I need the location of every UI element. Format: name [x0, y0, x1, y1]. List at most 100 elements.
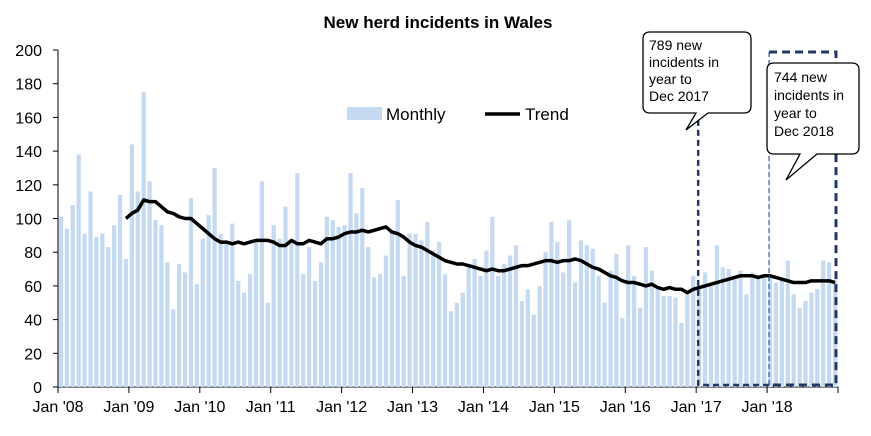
x-tick-label: Jan '11 — [246, 399, 296, 416]
monthly-bar — [123, 258, 129, 387]
monthly-bar — [265, 302, 270, 387]
monthly-bar — [620, 317, 625, 387]
monthly-bar — [437, 242, 442, 387]
monthly-bar — [112, 225, 117, 387]
monthly-bar — [377, 274, 383, 387]
highlight-boxes — [696, 50, 838, 387]
monthly-bar — [153, 220, 158, 387]
monthly-bar — [182, 272, 188, 387]
monthly-bar — [815, 289, 820, 387]
monthly-bar — [200, 238, 205, 387]
callout-2017-line: 789 new — [649, 37, 703, 53]
monthly-bar — [643, 247, 649, 387]
highlight-box-2017 — [696, 117, 770, 387]
monthly-bar — [147, 181, 152, 387]
monthly-bar — [413, 233, 418, 387]
monthly-bar — [785, 260, 790, 387]
monthly-bar — [64, 228, 69, 387]
monthly-bar — [767, 274, 773, 387]
monthly-bar — [206, 215, 211, 387]
monthly-bar — [82, 233, 87, 387]
monthly-bar — [117, 194, 123, 387]
monthly-bar — [484, 250, 489, 387]
monthly-bar — [626, 245, 631, 387]
x-tick-label: Jan '17 — [671, 399, 722, 416]
callout-2018-line: Dec 2018 — [774, 123, 834, 139]
monthly-bar — [360, 188, 365, 387]
monthly-bar — [460, 292, 465, 387]
callout-2017-line: year to — [649, 71, 692, 87]
monthly-bar — [584, 245, 589, 387]
x-tick-label: Jan '16 — [600, 399, 651, 416]
monthly-bar — [106, 247, 111, 387]
monthly-bar — [531, 314, 536, 387]
monthly-bar — [679, 322, 684, 387]
legend-trend-label: Trend — [525, 105, 569, 124]
monthly-bar — [496, 275, 501, 387]
y-tick-label: 200 — [15, 43, 42, 60]
monthly-bar — [383, 255, 389, 387]
monthly-bar — [224, 242, 229, 387]
monthly-bar — [58, 216, 64, 387]
callout-2017-bubble — [642, 31, 752, 131]
monthly-bar — [177, 263, 182, 387]
monthly-bar — [454, 302, 459, 387]
callout-2017: 789 new incidents in year to Dec 2017 — [642, 31, 752, 131]
y-tick-label: 60 — [24, 279, 42, 296]
monthly-bar — [519, 301, 524, 387]
monthly-bar — [773, 282, 779, 387]
monthly-bar — [283, 206, 288, 387]
monthly-bar — [212, 167, 217, 387]
monthly-bar — [188, 198, 194, 387]
monthly-bar — [697, 287, 702, 387]
monthly-bar — [502, 263, 507, 387]
monthly-bar — [637, 307, 643, 387]
monthly-bar — [70, 205, 75, 387]
monthly-bar — [702, 272, 708, 387]
monthly-bar — [685, 292, 690, 387]
callout-2017-line: incidents in — [649, 54, 719, 70]
monthly-bar — [277, 238, 282, 387]
callout-2018-text: 744 new incidents in year to Dec 2018 — [774, 69, 848, 139]
monthly-bar — [744, 294, 749, 387]
callout-2018-line: year to — [774, 105, 817, 121]
monthly-bar — [307, 247, 312, 387]
legend: Monthly Trend — [347, 105, 569, 124]
y-tick-label: 40 — [24, 313, 42, 330]
monthly-bar — [555, 242, 560, 387]
x-tick-label: Jan '18 — [742, 399, 793, 416]
monthly-bar — [490, 216, 495, 387]
monthly-bar — [827, 262, 832, 387]
monthly-bar — [472, 258, 477, 387]
monthly-bar — [549, 221, 554, 387]
monthly-bar — [466, 263, 471, 387]
y-axis: 0 20 40 60 80 100 120 140 160 180 200 — [15, 43, 59, 397]
legend-monthly-label: Monthly — [386, 105, 446, 124]
monthly-bar — [561, 272, 566, 387]
monthly-bar — [366, 247, 371, 387]
monthly-bar — [289, 242, 294, 387]
monthly-bar — [318, 262, 324, 387]
monthly-bar — [726, 269, 731, 387]
monthly-bar — [372, 277, 377, 387]
y-tick-label: 180 — [15, 77, 42, 94]
x-tick-label: Jan '12 — [316, 399, 367, 416]
monthly-bar — [236, 280, 241, 387]
monthly-bar — [649, 270, 654, 387]
monthly-bar — [324, 216, 329, 387]
monthly-bar — [407, 233, 412, 387]
monthly-bar — [803, 301, 808, 387]
legend-monthly-swatch — [347, 107, 382, 120]
monthly-bar — [809, 292, 814, 387]
monthly-bar — [590, 248, 595, 387]
y-tick-label: 140 — [15, 144, 42, 161]
y-tick-label: 80 — [24, 245, 42, 262]
monthly-bar — [129, 144, 134, 387]
monthly-bar — [750, 272, 755, 387]
monthly-bar — [94, 237, 99, 387]
monthly-bar — [401, 275, 406, 387]
monthly-bar — [336, 226, 341, 387]
monthly-bar — [395, 199, 400, 387]
highlight-box-2018 — [769, 50, 838, 387]
monthly-bar — [419, 240, 424, 387]
